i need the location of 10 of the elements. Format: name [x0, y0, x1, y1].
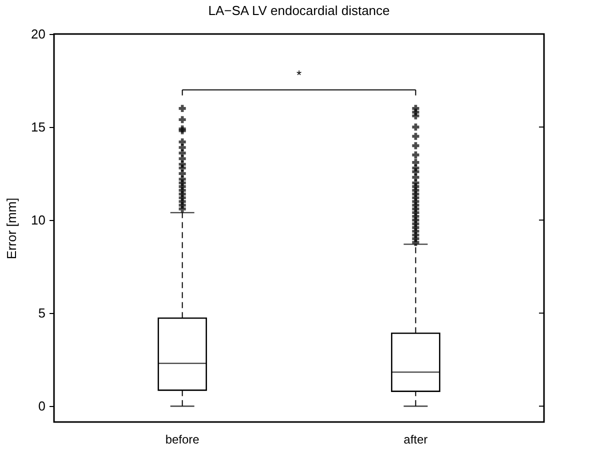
y-tick-label: 10 [31, 212, 46, 228]
y-tick-label: 0 [38, 398, 46, 414]
x-tick-label: after [404, 432, 428, 446]
y-tick-label: 15 [31, 120, 46, 135]
annotation: * [296, 67, 302, 82]
y-tick-label: 20 [31, 26, 46, 42]
chart-title: LA−SA LV endocardial distance [208, 3, 390, 18]
x-tick-label: before [165, 432, 200, 446]
y-tick-label: 5 [38, 306, 46, 321]
y-axis-title: Error [mm] [4, 198, 20, 260]
